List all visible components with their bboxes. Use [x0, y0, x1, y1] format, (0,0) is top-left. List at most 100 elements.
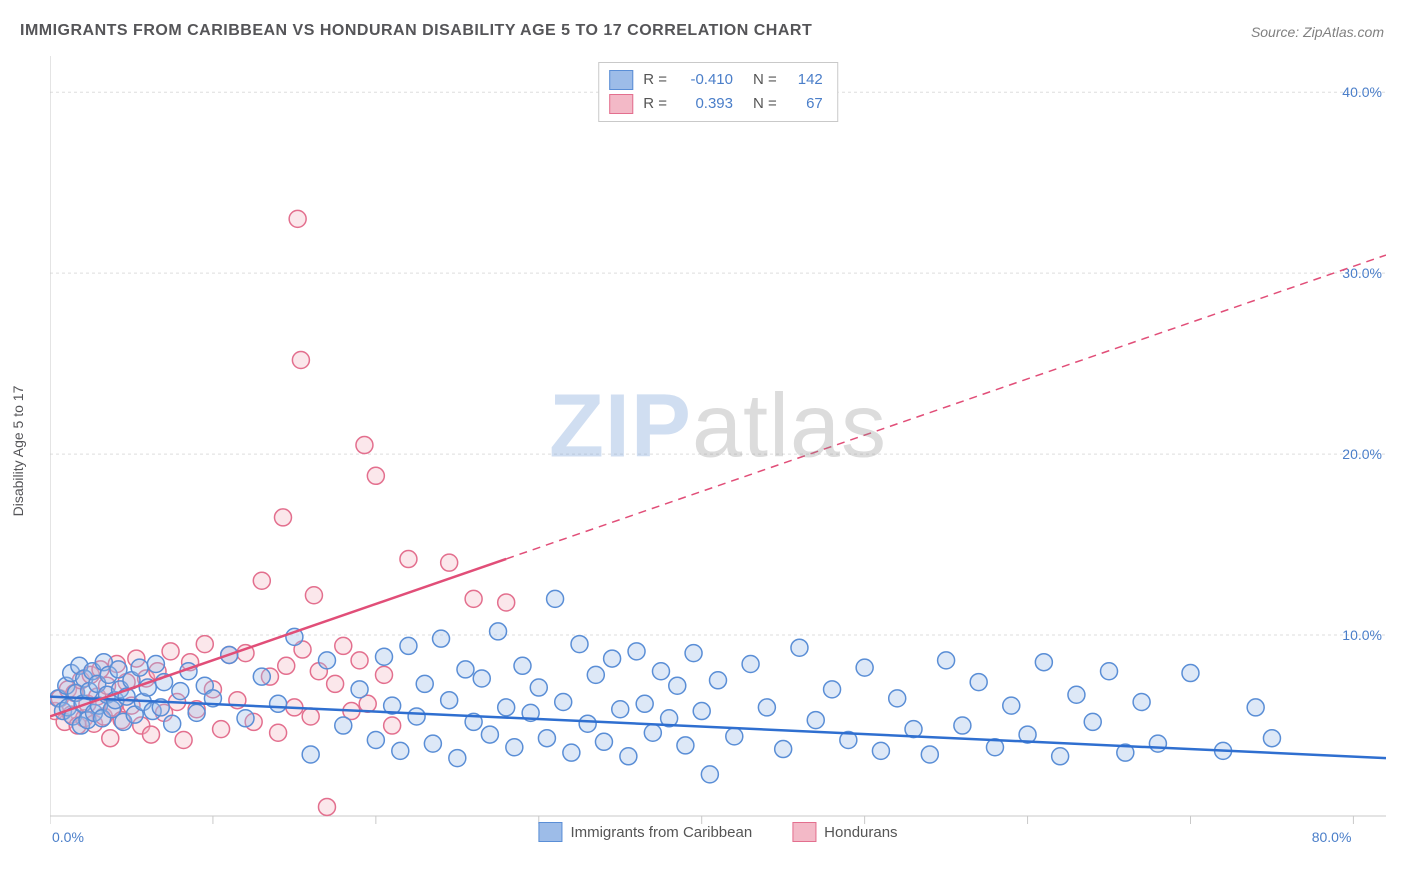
legend-item: Hondurans [792, 822, 897, 842]
stat-n-value: 67 [787, 92, 823, 116]
data-point [237, 710, 254, 727]
data-point [921, 746, 938, 763]
data-point [547, 590, 564, 607]
data-point [758, 699, 775, 716]
data-point [213, 721, 230, 738]
data-point [457, 661, 474, 678]
data-point [612, 701, 629, 718]
legend-label: Immigrants from Caribbean [570, 824, 752, 841]
data-point [889, 690, 906, 707]
data-point [701, 766, 718, 783]
data-point [400, 637, 417, 654]
data-point [490, 623, 507, 640]
data-point [400, 551, 417, 568]
data-point [473, 670, 490, 687]
data-point [563, 744, 580, 761]
data-point [392, 742, 409, 759]
data-point [938, 652, 955, 669]
data-point [775, 741, 792, 758]
data-point [506, 739, 523, 756]
trend-line-extrapolated [506, 255, 1386, 559]
data-point [318, 652, 335, 669]
data-point [367, 732, 384, 749]
data-point [1133, 694, 1150, 711]
series-legend: Immigrants from Caribbean Hondurans [538, 822, 897, 842]
data-point [579, 715, 596, 732]
data-point [726, 728, 743, 745]
data-point [408, 708, 425, 725]
data-point [530, 679, 547, 696]
data-point [102, 730, 119, 747]
data-point [305, 587, 322, 604]
stat-n-label: N = [753, 68, 777, 92]
stat-r-value: -0.410 [677, 68, 733, 92]
data-point [351, 652, 368, 669]
data-point [270, 695, 287, 712]
data-point [302, 746, 319, 763]
plot-area: Disability Age 5 to 17 ZIPatlas 0.0%80.0… [50, 56, 1386, 846]
data-point [685, 645, 702, 662]
data-point [253, 572, 270, 589]
data-point [514, 657, 531, 674]
legend-swatch [609, 70, 633, 90]
data-point [131, 659, 148, 676]
data-point [270, 724, 287, 741]
data-point [807, 712, 824, 729]
data-point [302, 708, 319, 725]
data-point [441, 692, 458, 709]
data-point [335, 637, 352, 654]
data-point [555, 694, 572, 711]
stat-r-label: R = [643, 68, 667, 92]
data-point [1052, 748, 1069, 765]
data-point [318, 798, 335, 815]
data-point [289, 210, 306, 227]
data-point [441, 554, 458, 571]
data-point [620, 748, 637, 765]
data-point [604, 650, 621, 667]
stats-row: R = -0.410 N = 142 [609, 68, 823, 92]
data-point [587, 666, 604, 683]
legend-swatch [538, 822, 562, 842]
legend-swatch [609, 94, 633, 114]
data-point [376, 666, 393, 683]
svg-text:80.0%: 80.0% [1312, 829, 1352, 845]
legend-item: Immigrants from Caribbean [538, 822, 752, 842]
data-point [1003, 697, 1020, 714]
data-point [162, 643, 179, 660]
data-point [376, 648, 393, 665]
data-point [872, 742, 889, 759]
source-value: ZipAtlas.com [1303, 24, 1384, 40]
data-point [644, 724, 661, 741]
data-point [954, 717, 971, 734]
data-point [628, 643, 645, 660]
data-point [742, 656, 759, 673]
svg-text:40.0%: 40.0% [1342, 84, 1382, 100]
stats-row: R =0.393N =67 [609, 92, 823, 116]
data-point [1247, 699, 1264, 716]
data-point [693, 703, 710, 720]
data-point [172, 683, 189, 700]
stat-r-label: R = [643, 92, 667, 116]
data-point [351, 681, 368, 698]
data-point [274, 509, 291, 526]
data-point [1182, 665, 1199, 682]
data-point [253, 668, 270, 685]
source-credit: Source: ZipAtlas.com [1251, 24, 1384, 40]
data-point [367, 467, 384, 484]
legend-label: Hondurans [824, 824, 897, 841]
svg-text:10.0%: 10.0% [1342, 627, 1382, 643]
data-point [669, 677, 686, 694]
data-point [292, 352, 309, 369]
data-point [424, 735, 441, 752]
data-point [538, 730, 555, 747]
data-point [175, 732, 192, 749]
data-point [498, 699, 515, 716]
scatter-plot-svg: 0.0%80.0%10.0%20.0%30.0%40.0% [50, 56, 1386, 846]
stat-n-label: N = [753, 92, 777, 116]
data-point [1263, 730, 1280, 747]
data-point [433, 630, 450, 647]
stat-n-value: 142 [787, 68, 823, 92]
data-point [481, 726, 498, 743]
data-point [196, 636, 213, 653]
data-point [449, 750, 466, 767]
